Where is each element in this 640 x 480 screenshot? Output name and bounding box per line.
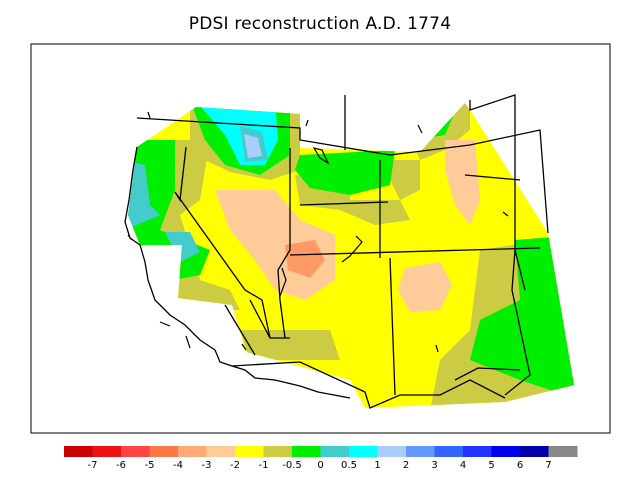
state-border-4 bbox=[389, 257, 396, 396]
legend-swatch bbox=[463, 446, 492, 457]
state-border-9 bbox=[504, 249, 531, 396]
legend-tick-label: 5 bbox=[488, 460, 494, 471]
legend-tick-label: 3 bbox=[431, 460, 437, 471]
legend-swatch bbox=[491, 446, 521, 457]
us-mexico-border bbox=[231, 361, 506, 409]
legend-tick-label: 4 bbox=[460, 460, 466, 471]
legend-tick-label: 6 bbox=[517, 460, 523, 471]
state-border-3 bbox=[289, 247, 541, 256]
legend-swatch bbox=[520, 446, 549, 457]
state-border-10 bbox=[454, 367, 521, 381]
legend-swatch bbox=[235, 446, 264, 457]
legend-swatch bbox=[178, 446, 207, 457]
state-border-1 bbox=[174, 146, 271, 339]
legend-swatch bbox=[406, 446, 435, 457]
legend-swatch bbox=[548, 446, 578, 457]
legend-swatch bbox=[64, 446, 93, 457]
state-border-6 bbox=[299, 201, 389, 206]
legend-swatch bbox=[121, 446, 150, 457]
legend-swatch bbox=[149, 446, 179, 457]
legend-swatch bbox=[349, 446, 378, 457]
state-border-13 bbox=[224, 304, 256, 356]
legend-swatch bbox=[263, 446, 293, 457]
map-title: PDSI reconstruction A.D. 1774 bbox=[188, 14, 452, 34]
legend-tick-label: -1 bbox=[259, 460, 269, 471]
pdsi-map bbox=[30, 43, 611, 434]
legend-swatch bbox=[206, 446, 236, 457]
state-border-8 bbox=[469, 94, 526, 291]
legend-tick-label: 1 bbox=[374, 460, 380, 471]
legend-tick-label: 0 bbox=[317, 460, 323, 471]
legend-tick-label: -0.5 bbox=[282, 460, 302, 471]
map-frame bbox=[30, 43, 611, 434]
legend-tick-label: -6 bbox=[116, 460, 126, 471]
state-border-11 bbox=[249, 299, 290, 339]
legend-tick-label: 2 bbox=[403, 460, 409, 471]
us-canada-border bbox=[136, 117, 549, 234]
state-border-2 bbox=[277, 148, 291, 339]
state-border-12 bbox=[464, 174, 521, 181]
legend-tick-label: -3 bbox=[202, 460, 212, 471]
legend-swatch bbox=[377, 446, 407, 457]
legend-tick-label: 7 bbox=[545, 460, 551, 471]
legend-tick-label: -2 bbox=[230, 460, 240, 471]
legend-tick-label: 0.5 bbox=[341, 460, 357, 471]
legend-tick-label: -5 bbox=[145, 460, 155, 471]
pacific-coastline bbox=[124, 146, 351, 399]
legend-tick-label: -4 bbox=[173, 460, 183, 471]
map-boundaries bbox=[124, 94, 549, 409]
legend-swatch bbox=[292, 446, 321, 457]
legend-swatch bbox=[92, 446, 122, 457]
legend-swatch bbox=[320, 446, 350, 457]
map-lakes bbox=[127, 111, 509, 353]
legend-swatch bbox=[434, 446, 464, 457]
legend-tick-label: -7 bbox=[88, 460, 98, 471]
